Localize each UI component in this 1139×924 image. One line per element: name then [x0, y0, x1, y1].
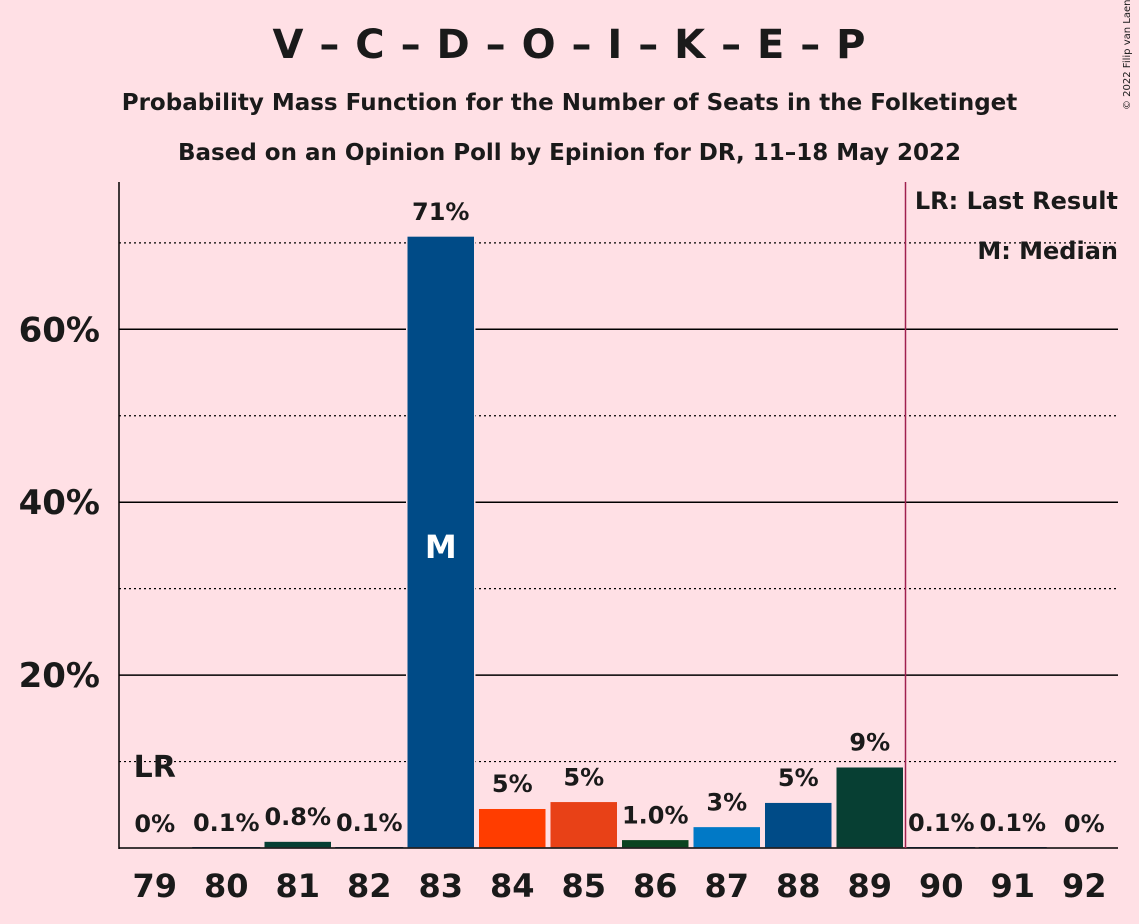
legend-median: M: Median [977, 237, 1118, 265]
data-label-88: 5% [778, 764, 819, 792]
data-label-86: 1.0% [622, 801, 689, 829]
chart-subtitle: Probability Mass Function for the Number… [121, 90, 1018, 116]
x-tick-label-84: 84 [490, 867, 535, 905]
y-tick-label: 40% [19, 483, 100, 523]
bar-series [192, 235, 1047, 849]
bar-81 [263, 840, 333, 849]
data-label-89: 9% [849, 729, 890, 757]
x-tick-label-86: 86 [633, 867, 678, 905]
x-tick-label-87: 87 [704, 867, 749, 905]
data-labels: 0% 0.1% 0.8% 0.1%71%5% 5%1.0% 3%5%9%0.1% 0.1% 0… [134, 198, 1104, 838]
bar-84 [477, 807, 547, 849]
bar-88 [763, 801, 833, 849]
axes: 20% 40% 60% 79 80 81 82 83 84 85 86 87 88 89 90 91 92 [19, 182, 1118, 905]
data-label-87: 3% [706, 788, 747, 816]
data-label-92: 0% [1064, 810, 1105, 838]
gridlines [119, 242, 1118, 763]
data-label-82: 0.1% [336, 809, 403, 837]
last-result-marker: LR [134, 750, 176, 785]
x-tick-label-80: 80 [204, 867, 249, 905]
data-label-79: 0% [134, 810, 175, 838]
chart-title: V – C – D – O – I – K – E – P [272, 22, 867, 68]
y-tick-label: 20% [19, 656, 100, 696]
bar-86 [620, 838, 690, 849]
legend-last-result: LR: Last Result [915, 187, 1118, 215]
data-label-90: 0.1% [908, 809, 975, 837]
x-tick-label-79: 79 [132, 867, 177, 905]
bar-89 [835, 765, 905, 849]
data-label-81: 0.8% [264, 803, 331, 831]
y-tick-label: 60% [19, 310, 100, 350]
markers: LR M [134, 182, 907, 848]
bar-87 [692, 825, 762, 849]
x-tick-label-91: 91 [990, 867, 1035, 905]
x-tick-label-82: 82 [347, 867, 392, 905]
bar-85 [549, 800, 619, 849]
x-tick-label-92: 92 [1062, 867, 1107, 905]
x-tick-label-88: 88 [776, 867, 821, 905]
x-tick-label-89: 89 [847, 867, 892, 905]
chart-source-line: Based on an Opinion Poll by Epinion for … [178, 140, 961, 166]
data-label-84: 5% [492, 770, 533, 798]
x-tick-label-85: 85 [561, 867, 606, 905]
data-label-83: 71% [412, 198, 469, 226]
x-tick-label-81: 81 [275, 867, 320, 905]
x-tick-label-83: 83 [418, 867, 463, 905]
data-label-80: 0.1% [193, 809, 260, 837]
data-label-85: 5% [563, 763, 604, 791]
data-label-91: 0.1% [979, 809, 1046, 837]
bar-83 [406, 235, 476, 849]
x-tick-label-90: 90 [919, 867, 964, 905]
median-marker: M [425, 528, 457, 566]
